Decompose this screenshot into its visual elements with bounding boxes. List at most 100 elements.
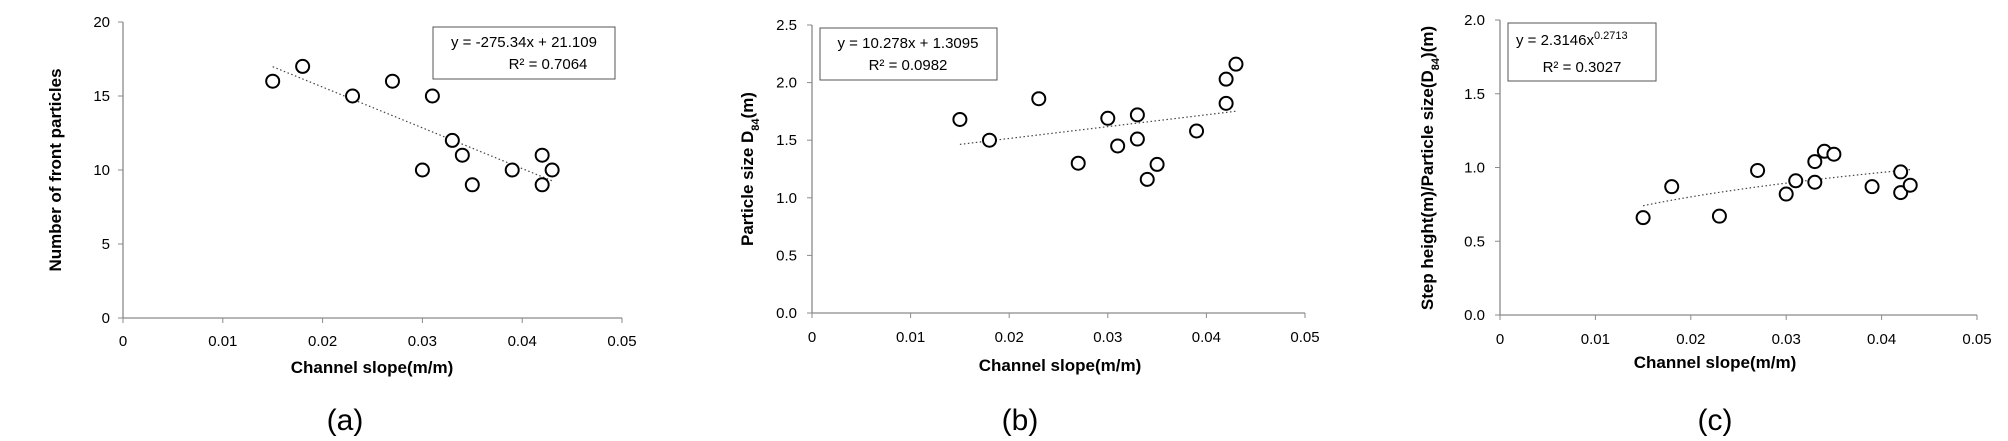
data-point	[534, 147, 550, 163]
x-tick-label: 0.04	[1867, 331, 1896, 348]
equation-text: y = -275.34x + 21.109	[451, 34, 597, 51]
y-tick-label: 1.0	[776, 190, 797, 207]
data-point	[952, 111, 968, 127]
chart-panel-a: 0 5 10 15 20 0 0.01 0.02 0.03 0.04 0.05 …	[46, 14, 637, 437]
data-point	[981, 132, 997, 148]
y-tick-label: 0.0	[776, 305, 797, 322]
data-point	[1129, 131, 1145, 147]
x-tick-label: 0.05	[1962, 331, 1991, 348]
data-point	[1031, 91, 1047, 107]
data-point	[1826, 146, 1842, 162]
x-tick-label: 0.02	[995, 329, 1024, 346]
y-tick-label: 10	[93, 162, 110, 179]
y-tick-label: 2.0	[1464, 12, 1485, 29]
data-point	[1788, 173, 1804, 189]
data-point	[1864, 179, 1880, 195]
equation-box	[819, 27, 998, 81]
data-point	[345, 88, 361, 104]
y-tick-label: 2.0	[776, 75, 797, 92]
data-point	[414, 162, 430, 178]
data-point	[1778, 186, 1794, 202]
data-point	[544, 162, 560, 178]
y-axis-label: Number of front particles	[46, 68, 65, 271]
data-point	[1218, 95, 1234, 111]
panel-label: (b)	[1002, 404, 1039, 437]
r-squared-text: R² = 0.0982	[869, 57, 948, 74]
panel-label: (c)	[1698, 404, 1733, 437]
x-tick-label: 0.01	[896, 329, 925, 346]
x-tick-label: 0	[119, 333, 127, 350]
x-tick-label: 0.04	[1192, 329, 1221, 346]
x-tick-label: 0	[1496, 331, 1504, 348]
y-tick-label: 1.0	[1464, 160, 1485, 177]
x-tick-label: 0	[808, 329, 816, 346]
x-tick-label: 0.03	[1093, 329, 1122, 346]
x-tick-label: 0.05	[607, 333, 636, 350]
data-point	[464, 177, 480, 193]
equation-text: y = 10.278x + 1.3095	[838, 35, 979, 52]
y-tick-label: 0	[102, 310, 110, 327]
x-tick-label: 0.02	[308, 333, 337, 350]
data-point	[1149, 156, 1165, 172]
y-tick-label: 0.0	[1464, 307, 1485, 324]
trendline	[1642, 169, 1911, 207]
data-point	[534, 177, 550, 193]
x-tick-label: 0.01	[208, 333, 237, 350]
plot-area	[952, 56, 1244, 187]
data-point	[384, 73, 400, 89]
data-point	[1129, 107, 1145, 123]
y-tick-label: 1.5	[1464, 86, 1485, 103]
y-tick-label: 0.5	[776, 247, 797, 264]
data-point	[1664, 179, 1680, 195]
subscript-84: 84	[750, 118, 762, 131]
data-point	[295, 58, 311, 74]
equation-base: y = 2.3146x	[1516, 32, 1594, 49]
x-tick-label: 0.03	[408, 333, 437, 350]
equation-exponent: 0.2713	[1594, 30, 1628, 42]
data-point	[1635, 210, 1651, 226]
data-point	[1100, 110, 1116, 126]
data-point	[1750, 162, 1766, 178]
plot-area	[265, 58, 560, 193]
panel-label: (a)	[327, 404, 364, 437]
y-tick-label: 5	[102, 236, 110, 253]
data-point	[1893, 185, 1909, 201]
y-axis-label: Particle size D84(m)	[738, 92, 762, 246]
y-tick-label: 0.5	[1464, 233, 1485, 250]
data-point	[1902, 177, 1918, 193]
data-point	[1189, 123, 1205, 139]
data-point	[1139, 171, 1155, 187]
x-axis-label: Channel slope(m/m)	[1634, 353, 1796, 372]
chart-panel-b: 0.0 0.5 1.0 1.5 2.0 2.5 0 0.01 0.02 0.03…	[738, 17, 1320, 437]
x-tick-label: 0.03	[1772, 331, 1801, 348]
x-tick-label: 0.05	[1290, 329, 1319, 346]
data-point	[424, 88, 440, 104]
r-squared-text: R² = 0.7064	[509, 56, 588, 73]
equation-box	[1507, 22, 1657, 82]
data-point	[1110, 138, 1126, 154]
data-point	[1070, 155, 1086, 171]
data-point	[504, 162, 520, 178]
equation-text: y = 2.3146x0.2713	[1516, 30, 1628, 49]
data-point	[265, 73, 281, 89]
y-tick-label: 20	[93, 14, 110, 31]
data-point	[1228, 56, 1244, 72]
data-point	[1893, 164, 1909, 180]
y-tick-label: 1.5	[776, 132, 797, 149]
x-tick-label: 0.01	[1581, 331, 1610, 348]
y-tick-label: 2.5	[776, 17, 797, 34]
data-point	[1807, 154, 1823, 170]
chart-panel-c: 0.0 0.5 1.0 1.5 2.0 0 0.01 0.02 0.03 0.0…	[1418, 12, 1992, 437]
x-axis-label: Channel slope(m/m)	[979, 356, 1141, 375]
x-axis-label: Channel slope(m/m)	[291, 358, 453, 377]
data-point	[1711, 208, 1727, 224]
y-axis-label: Step height(m)/Particle size(D84)(m)	[1418, 26, 1442, 310]
data-point	[454, 147, 470, 163]
x-tick-label: 0.02	[1676, 331, 1705, 348]
x-tick-label: 0.04	[508, 333, 537, 350]
subscript-84: 84	[1430, 57, 1442, 70]
data-point	[444, 132, 460, 148]
plot-area	[1635, 143, 1918, 226]
r-squared-text: R² = 0.3027	[1543, 59, 1622, 76]
